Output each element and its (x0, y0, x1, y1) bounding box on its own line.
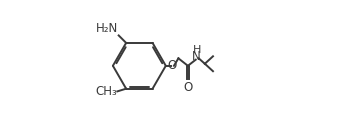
Text: O: O (168, 59, 177, 72)
Text: CH₃: CH₃ (95, 85, 117, 98)
Text: H₂N: H₂N (96, 22, 118, 35)
Text: H: H (192, 45, 201, 55)
Text: N: N (192, 50, 201, 63)
Text: O: O (183, 81, 192, 94)
